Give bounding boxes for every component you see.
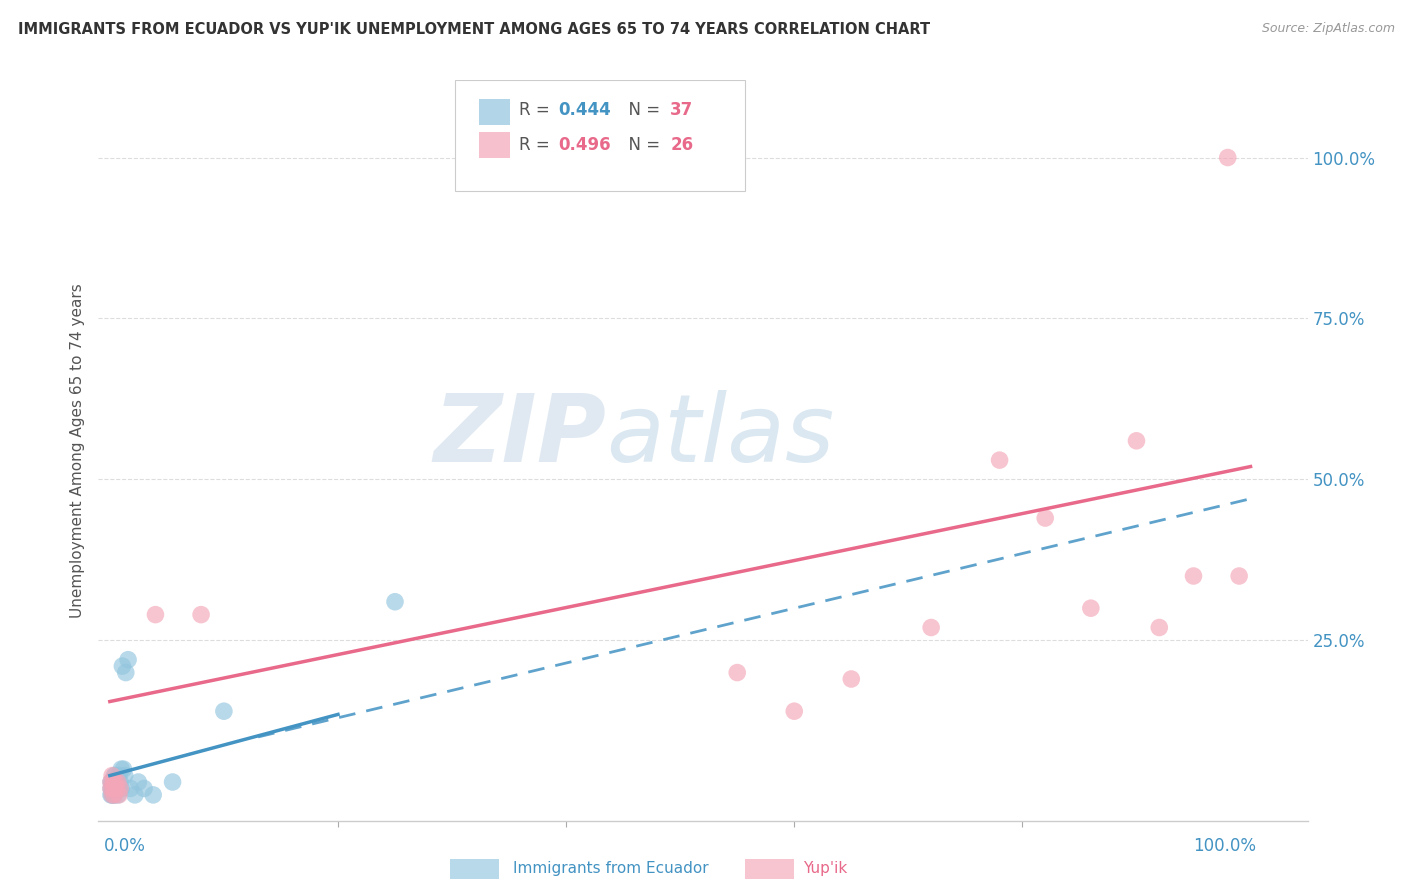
Text: Source: ZipAtlas.com: Source: ZipAtlas.com xyxy=(1261,22,1395,36)
Point xyxy=(103,775,125,789)
Point xyxy=(839,672,862,686)
Text: R =: R = xyxy=(519,136,555,153)
Point xyxy=(1182,569,1205,583)
FancyBboxPatch shape xyxy=(479,99,509,125)
Point xyxy=(100,788,122,802)
Point xyxy=(100,781,122,796)
Point xyxy=(142,788,165,802)
Text: 0.0%: 0.0% xyxy=(104,837,146,855)
Point xyxy=(103,788,125,802)
Point xyxy=(100,781,122,796)
Point xyxy=(108,781,131,796)
Point xyxy=(104,781,127,796)
Point xyxy=(127,775,149,789)
Text: N =: N = xyxy=(619,101,665,119)
Y-axis label: Unemployment Among Ages 65 to 74 years: Unemployment Among Ages 65 to 74 years xyxy=(69,283,84,618)
Point xyxy=(108,788,131,802)
Point xyxy=(132,781,155,796)
Text: Immigrants from Ecuador: Immigrants from Ecuador xyxy=(513,862,709,876)
Point xyxy=(108,768,131,782)
FancyBboxPatch shape xyxy=(479,132,509,158)
Point xyxy=(108,781,131,796)
Point xyxy=(101,788,124,802)
Point xyxy=(114,768,136,782)
Point xyxy=(103,768,125,782)
Text: 100.0%: 100.0% xyxy=(1194,837,1256,855)
Point xyxy=(783,704,806,718)
Point xyxy=(1227,569,1250,583)
Text: Yup'ik: Yup'ik xyxy=(803,862,846,876)
Point xyxy=(920,620,942,634)
Point xyxy=(101,781,124,796)
Text: 26: 26 xyxy=(671,136,693,153)
Point xyxy=(124,788,146,802)
Point xyxy=(110,781,132,796)
Point xyxy=(108,775,131,789)
Point xyxy=(162,775,184,789)
Point xyxy=(1149,620,1171,634)
FancyBboxPatch shape xyxy=(456,80,745,191)
Text: IMMIGRANTS FROM ECUADOR VS YUP'IK UNEMPLOYMENT AMONG AGES 65 TO 74 YEARS CORRELA: IMMIGRANTS FROM ECUADOR VS YUP'IK UNEMPL… xyxy=(18,22,931,37)
Point xyxy=(103,781,125,796)
Point xyxy=(103,775,125,789)
Point xyxy=(725,665,748,680)
Point xyxy=(114,665,136,680)
Point xyxy=(1125,434,1147,448)
Text: 0.444: 0.444 xyxy=(558,101,610,119)
Text: 0.496: 0.496 xyxy=(558,136,610,153)
Point xyxy=(1216,151,1239,165)
Text: 37: 37 xyxy=(671,101,693,119)
Point xyxy=(107,788,129,802)
Point xyxy=(104,775,127,789)
Point xyxy=(101,768,124,782)
Point xyxy=(100,775,122,789)
Point xyxy=(112,762,135,776)
Text: N =: N = xyxy=(619,136,665,153)
Point xyxy=(107,775,129,789)
Point xyxy=(111,659,134,673)
Point xyxy=(1033,511,1056,525)
Point xyxy=(105,775,128,789)
Point xyxy=(105,781,128,796)
Point xyxy=(988,453,1011,467)
Point xyxy=(117,653,139,667)
Text: R =: R = xyxy=(519,101,555,119)
Point xyxy=(105,781,128,796)
Point xyxy=(103,781,125,796)
Point xyxy=(1080,601,1102,615)
Point xyxy=(384,595,406,609)
Point xyxy=(101,788,124,802)
Point xyxy=(104,768,127,782)
Point xyxy=(212,704,235,718)
Point xyxy=(103,788,125,802)
Point xyxy=(120,781,142,796)
Point xyxy=(190,607,212,622)
Text: ZIP: ZIP xyxy=(433,390,606,482)
Point xyxy=(100,775,122,789)
Text: atlas: atlas xyxy=(606,390,835,481)
Point xyxy=(101,775,124,789)
Point xyxy=(145,607,167,622)
Point xyxy=(103,781,125,796)
Point xyxy=(104,775,127,789)
Point xyxy=(107,775,129,789)
Point xyxy=(103,788,125,802)
Point xyxy=(110,762,132,776)
